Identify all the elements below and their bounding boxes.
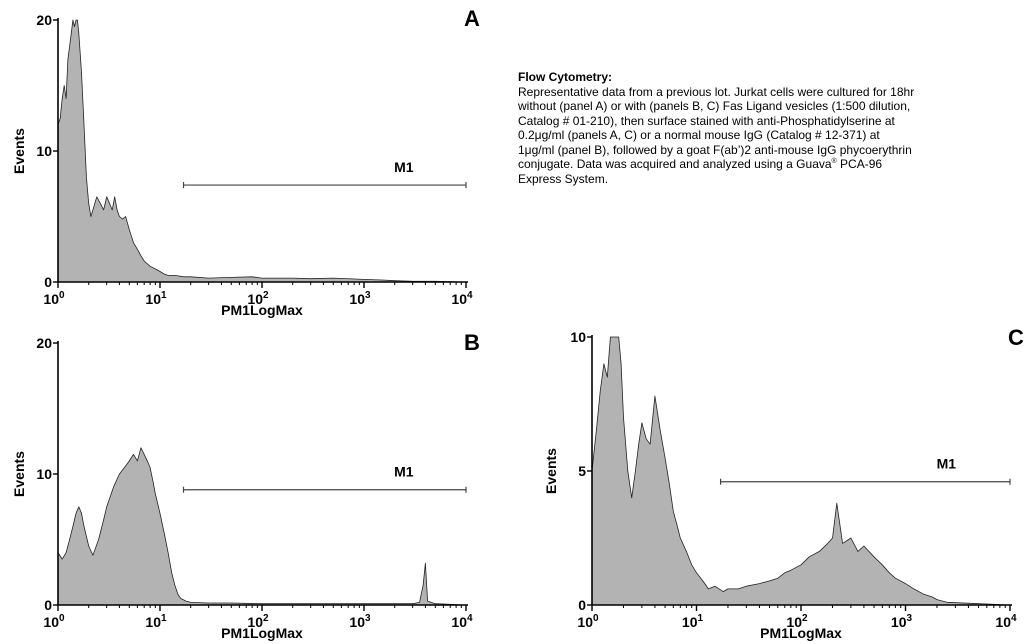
panel-label: B [464, 330, 480, 355]
x-axis-label: PM1LogMax [221, 302, 303, 318]
histogram-area [57, 447, 467, 606]
y-tick-label: 10 [36, 143, 52, 159]
x-tick-label: 101 [682, 613, 704, 630]
panel-label: A [464, 6, 480, 31]
x-tick-label: 101 [145, 290, 167, 307]
y-tick-label: 10 [36, 466, 52, 482]
histogram-area [591, 336, 1011, 606]
x-axis-label: PM1LogMax [760, 625, 842, 641]
x-tick-label: 101 [145, 613, 167, 630]
x-tick-label: 103 [349, 613, 371, 630]
marker-m1-label: M1 [394, 464, 414, 480]
panel-c-histogram: 0 5 10 100 101 102 103 104 PM1LogMax Events C M1 [543, 325, 1024, 641]
marker-m1-label: M1 [394, 159, 414, 175]
y-tick-label: 10 [570, 329, 586, 345]
x-tick-label: 100 [577, 613, 599, 630]
x-axis-label: PM1LogMax [221, 625, 303, 641]
y-tick-label: 5 [578, 463, 586, 479]
x-tick-label: 104 [995, 613, 1017, 630]
histogram-area [57, 19, 467, 283]
y-axis-label: Events [11, 451, 27, 497]
x-tick-label: 104 [451, 290, 473, 307]
figure-description: Flow Cytometry: Representative data from… [518, 70, 918, 186]
panel-label: C [1008, 325, 1024, 350]
y-axis-label: Events [11, 128, 27, 174]
x-tick-label: 102 [786, 613, 808, 630]
y-tick-label: 0 [44, 274, 52, 290]
x-tick-label: 102 [247, 613, 269, 630]
x-tick-label: 100 [43, 290, 65, 307]
y-tick-label: 0 [44, 597, 52, 613]
description-text-part1: Representative data from a previous lot.… [518, 84, 915, 172]
x-tick-label: 104 [451, 613, 473, 630]
y-tick-label: 20 [36, 12, 52, 28]
panel-a-histogram: 0 10 20 100 101 102 103 104 PM1LogMax Events A M1 [11, 6, 480, 318]
y-axis-label: Events [543, 448, 559, 494]
panel-b-histogram: 0 10 20 100 101 102 103 104 PM1LogMax Events B M1 [11, 330, 480, 641]
y-tick-label: 20 [36, 335, 52, 351]
x-tick-label: 103 [349, 290, 371, 307]
x-tick-label: 100 [43, 613, 65, 630]
registered-mark: ® [831, 158, 837, 165]
description-heading: Flow Cytometry: [518, 70, 613, 84]
marker-m1-label: M1 [937, 456, 957, 472]
description-text-part2: PCA-96 Express System. [518, 157, 883, 186]
x-tick-label: 103 [891, 613, 913, 630]
x-tick-label: 102 [247, 290, 269, 307]
y-tick-label: 0 [578, 597, 586, 613]
